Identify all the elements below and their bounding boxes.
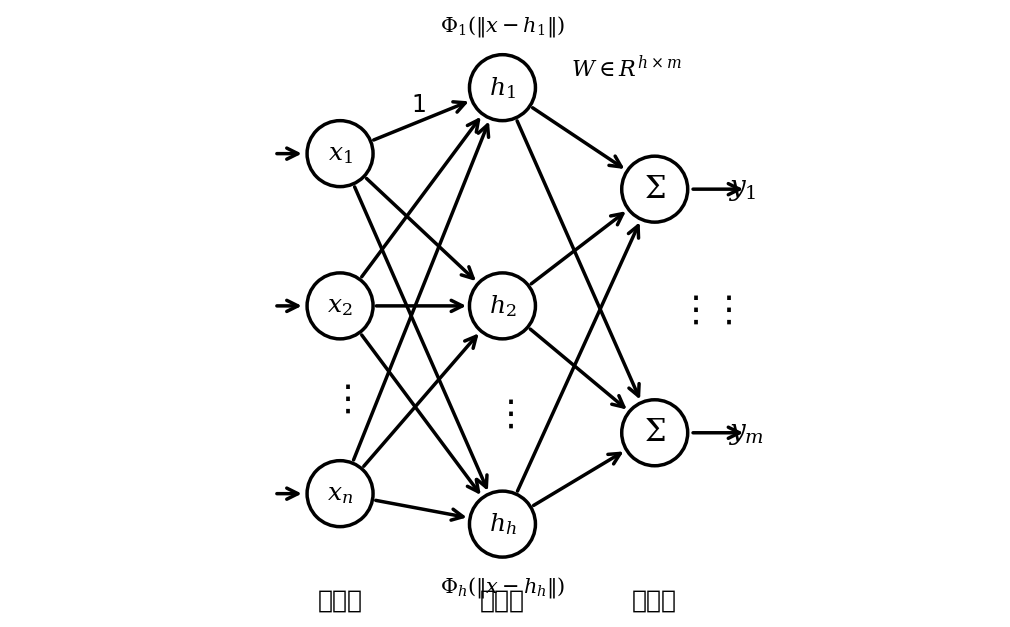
Circle shape [307, 120, 373, 187]
Text: $\Phi_1(\|x-h_1\|)$: $\Phi_1(\|x-h_1\|)$ [440, 14, 565, 40]
Text: $\vdots$: $\vdots$ [710, 294, 731, 328]
Text: $W\in R^{h\times m}$: $W\in R^{h\times m}$ [571, 54, 682, 81]
Circle shape [470, 491, 535, 557]
Text: $y_1$: $y_1$ [728, 175, 756, 203]
Text: $x_1$: $x_1$ [327, 142, 352, 166]
Text: $\vdots$: $\vdots$ [492, 398, 513, 432]
Text: $x_2$: $x_2$ [327, 294, 352, 318]
Circle shape [622, 400, 688, 466]
Text: 输出层: 输出层 [632, 588, 678, 612]
Text: $\Sigma$: $\Sigma$ [644, 418, 666, 447]
Text: $h_1$: $h_1$ [489, 75, 516, 100]
Circle shape [470, 55, 535, 120]
Text: $h_2$: $h_2$ [489, 293, 516, 319]
Text: $\Sigma$: $\Sigma$ [644, 175, 666, 204]
Circle shape [622, 156, 688, 222]
Circle shape [307, 273, 373, 339]
Text: $h_h$: $h_h$ [489, 511, 516, 537]
Text: 隐含层: 隐含层 [480, 588, 525, 612]
Text: $y_m$: $y_m$ [728, 419, 765, 447]
Text: 输入层: 输入层 [317, 588, 363, 612]
Text: $\vdots$: $\vdots$ [677, 294, 699, 328]
Text: $1$: $1$ [411, 93, 426, 117]
Text: $\Phi_h(\|x-h_h\|)$: $\Phi_h(\|x-h_h\|)$ [439, 575, 566, 600]
Circle shape [470, 273, 535, 339]
Circle shape [307, 461, 373, 527]
Text: $\vdots$: $\vdots$ [329, 382, 351, 417]
Text: $x_n$: $x_n$ [327, 482, 354, 505]
